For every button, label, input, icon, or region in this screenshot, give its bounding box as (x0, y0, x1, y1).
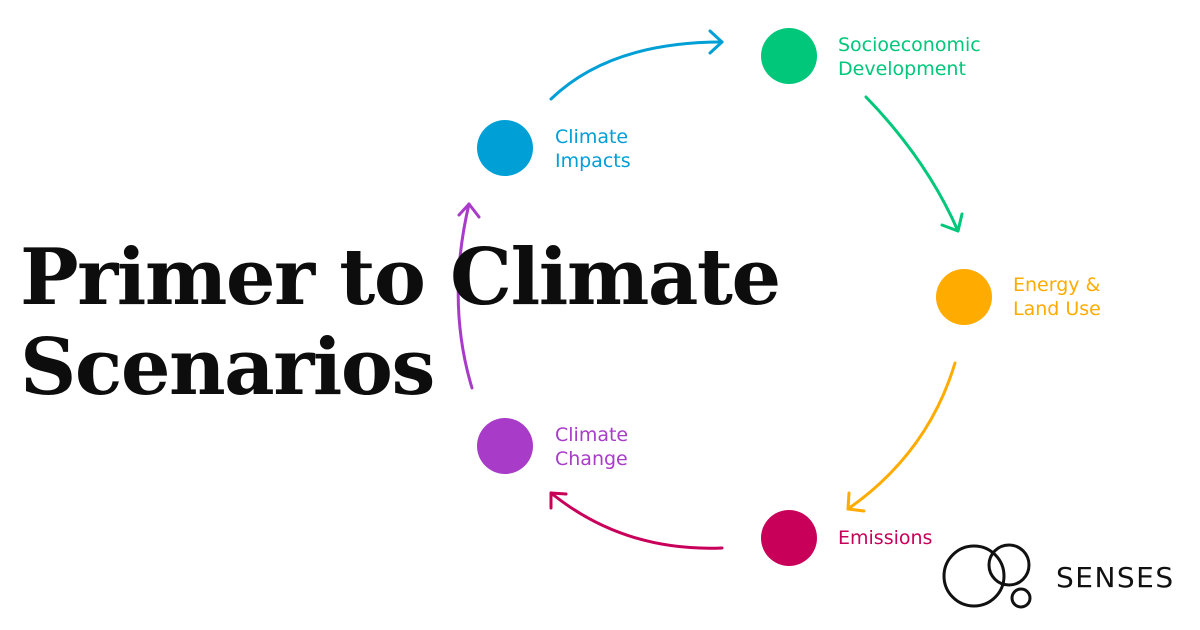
title-line-2: Scenarios (20, 322, 435, 413)
node-dot-socioeconomic-development (761, 28, 817, 84)
arrow-climate-impacts-to-socioeconomic-development (549, 29, 724, 101)
brand-name: SENSES (1056, 561, 1175, 594)
node-label-emissions: Emissions (838, 526, 932, 550)
label-line: Land Use (1013, 298, 1101, 320)
node-dot-climate-impacts (477, 120, 533, 176)
label-line: Energy & (1013, 274, 1101, 296)
arrowhead-icon (940, 212, 964, 233)
arrow-emissions-to-climate-change (549, 491, 724, 550)
node-dot-energy-land-use (936, 269, 992, 325)
node-label-energy-land-use: Energy & Land Use (1013, 273, 1101, 321)
node-label-climate-change: Climate Change (555, 423, 628, 471)
node-dot-emissions (761, 510, 817, 566)
label-line: Emissions (838, 527, 933, 549)
title-line-1: Primer to Climate (20, 232, 781, 323)
arrowhead-icon (549, 491, 568, 510)
arrow-socioeconomic-development-to-energy-land-use (864, 95, 964, 233)
arrowhead-icon (457, 202, 481, 219)
label-line: Climate (555, 424, 629, 446)
label-line: Impacts (555, 150, 631, 172)
senses-logo-icon (942, 543, 1032, 609)
arrow-curve (549, 40, 724, 101)
page-title: Primer to Climate Scenarios (20, 232, 781, 413)
cycle-arrows (456, 29, 964, 550)
label-line: Climate (555, 126, 629, 148)
label-line: Socioeconomic (838, 34, 981, 56)
arrowhead-icon (708, 29, 724, 55)
arrow-curve (864, 95, 960, 233)
cycle-nodes (477, 28, 992, 566)
node-label-socioeconomic-development: Socioeconomic Development (838, 33, 981, 81)
label-line: Development (838, 58, 966, 80)
arrow-curve (456, 202, 474, 390)
arrow-energy-land-use-to-emissions (846, 361, 957, 513)
label-line: Change (555, 448, 628, 470)
arrow-climate-change-to-climate-impacts (456, 202, 481, 390)
arrow-curve (549, 491, 724, 550)
node-label-climate-impacts: Climate Impacts (555, 125, 631, 173)
arrowhead-icon (846, 491, 866, 513)
node-dot-climate-change (477, 418, 533, 474)
arrow-curve (846, 361, 957, 511)
